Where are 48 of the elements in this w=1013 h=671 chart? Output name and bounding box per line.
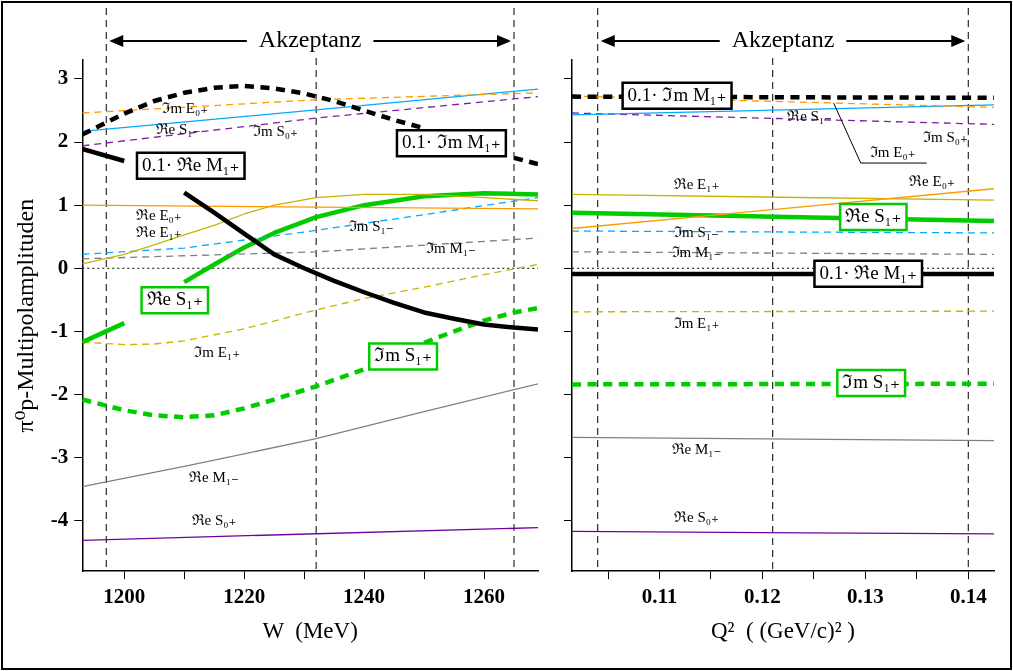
x-tick-label: 1220 (223, 584, 266, 609)
series-label: ℑm S₀₊ (923, 128, 968, 145)
x-axis-title: Q² ( (GeV/c)² ) (710, 618, 856, 644)
series-label: ℜe S₀₊ (674, 508, 719, 525)
series-label: ℜe S₁₋ (155, 120, 201, 137)
series-label: ℑm M₁₋ (426, 239, 476, 256)
y-tick-label: 0 (57, 254, 69, 279)
y-axis-title: π⁰p-Multipolamplituden (11, 198, 38, 433)
series-label: ℑm S₀₊ (253, 123, 298, 140)
x-tick-label: 1200 (103, 584, 146, 609)
series-label: ℑm E₁₊ (194, 344, 241, 361)
series-label: ℜe M₁₋ (189, 469, 239, 486)
series-label: 0.1· ℜe M₁₊ (819, 261, 918, 283)
series-label: ℑm M₁₋ (671, 243, 722, 260)
y-tick-label: 3 (57, 65, 69, 90)
text: Akzeptanz (731, 26, 835, 53)
y-tick-label: 1 (57, 191, 69, 216)
series-label: ℑm S₁₊ (374, 344, 432, 366)
series-label: ℜe E₀₊ (909, 172, 955, 189)
series-label: ℜe E₁₊ (135, 223, 182, 240)
series-label: 0.1· ℑm M₁₊ (627, 83, 727, 105)
text: Akzeptanz (258, 26, 362, 53)
series-label: ℑm S₁₋ (674, 223, 719, 240)
y-tick-label: -1 (50, 317, 69, 342)
y-tick-label: -2 (50, 380, 69, 405)
series-label: 0.1· ℜe M₁₊ (141, 153, 240, 175)
series-label: ℜe E₀₊ (135, 206, 182, 223)
series-label: ℜe S₁₊ (845, 204, 902, 226)
series-label: ℑm E₀₊ (162, 99, 209, 116)
x-tick-label: 1240 (343, 584, 386, 609)
series-label: 0.1· ℑm M₁₊ (401, 131, 501, 153)
series-label: ℑm S₁₋ (348, 218, 394, 235)
y-tick-label: -3 (50, 444, 69, 469)
x-tick-label: 0.11 (641, 584, 678, 609)
x-tick-label: 0.13 (846, 584, 884, 609)
y-tick-label: -4 (50, 507, 69, 532)
series-label: ℑm E₁₊ (673, 314, 720, 331)
series-label: ℜe S₁₊ (146, 288, 203, 310)
series-label: ℜe E₁₊ (673, 176, 720, 193)
series-label: ℜe M₁₋ (671, 441, 722, 458)
y-tick-label: 2 (57, 128, 69, 153)
text: ℑm E₀₊ (869, 143, 916, 160)
series-label: ℑm S₁₊ (842, 371, 901, 393)
x-tick-label: 0.12 (744, 584, 781, 609)
x-axis-title: W (MeV) (262, 618, 358, 644)
x-tick-label: 1260 (463, 584, 506, 609)
series-label: ℜe S₀₊ (191, 511, 237, 528)
x-tick-label: 0.14 (949, 584, 988, 609)
